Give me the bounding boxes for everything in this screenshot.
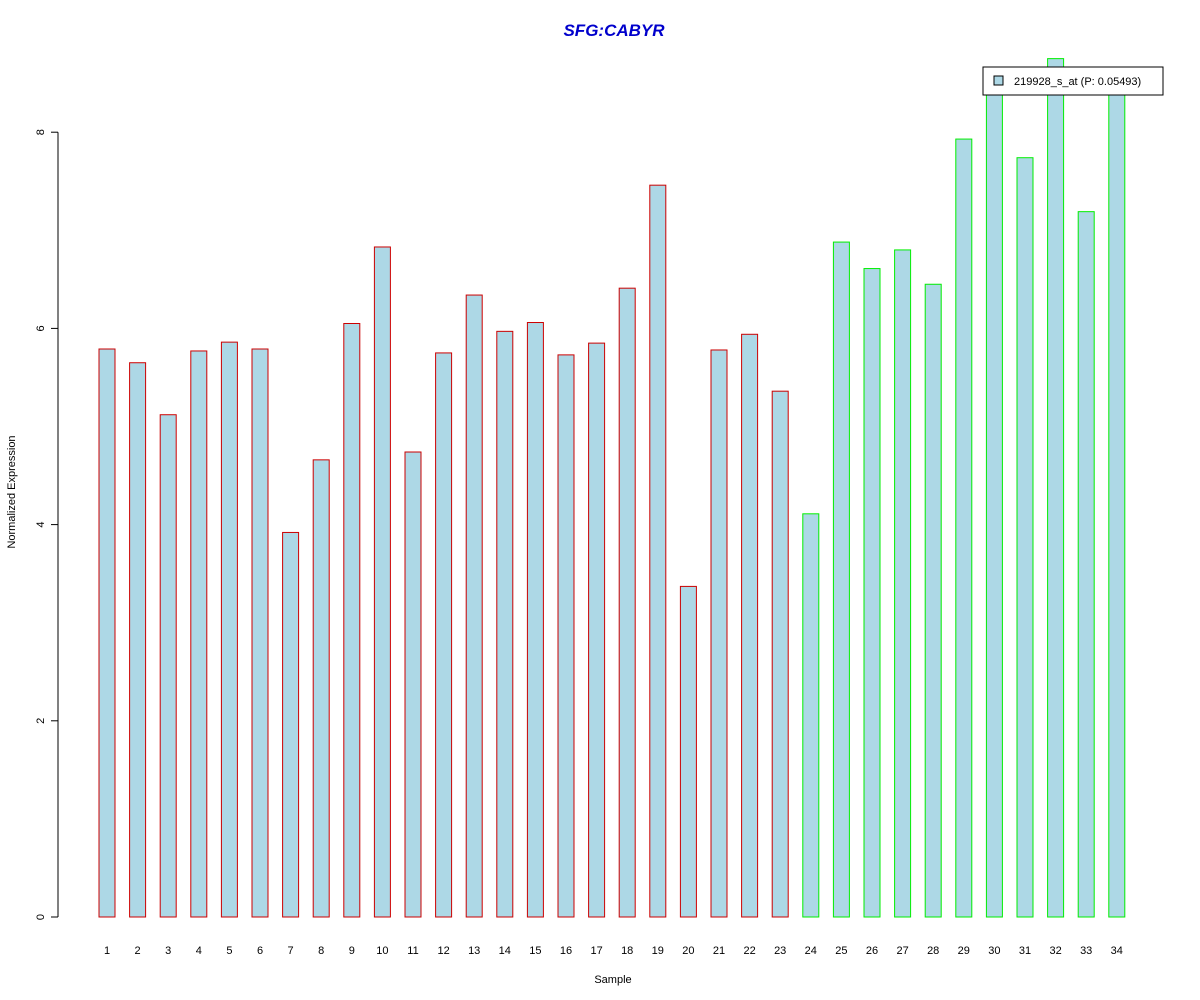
- bar: [1108, 89, 1126, 918]
- x-tick-label: 27: [896, 945, 908, 957]
- bar: [955, 138, 973, 918]
- bar: [1016, 157, 1034, 918]
- x-tick-label: 33: [1080, 945, 1092, 957]
- x-tick-label: 20: [682, 945, 694, 957]
- x-tick-label: 18: [621, 945, 633, 957]
- x-tick-labels: 1 2 3 4 5 6 7 8 9 10 11 12 13 14 15 16 17 18 19 20 21 22 23 24 2…: [104, 945, 1123, 957]
- y-tick-label: 2: [35, 718, 47, 724]
- bar: [465, 294, 483, 918]
- y-axis: 0 2 4 6 8: [35, 129, 59, 920]
- bar: [1077, 211, 1095, 918]
- x-tick-label: 23: [774, 945, 786, 957]
- y-tick-label: 8: [35, 129, 47, 135]
- x-tick-label: 3: [165, 945, 171, 957]
- bar: [557, 354, 575, 918]
- legend: 219928_s_at (P: 0.05493): [982, 66, 1164, 96]
- bar: [894, 249, 912, 918]
- x-tick-label: 30: [988, 945, 1000, 957]
- x-tick-label: 24: [805, 945, 817, 957]
- x-tick-label: 12: [437, 945, 449, 957]
- x-tick-label: 4: [196, 945, 202, 957]
- bar: [526, 322, 544, 918]
- y-tick-label: 4: [35, 522, 47, 528]
- x-tick-label: 15: [529, 945, 541, 957]
- x-tick-label: 7: [288, 945, 294, 957]
- x-tick-label: 2: [135, 945, 141, 957]
- bar: [1047, 58, 1065, 918]
- x-axis-label: Sample: [594, 974, 631, 986]
- x-tick-label: 17: [590, 945, 602, 957]
- bar: [863, 268, 881, 918]
- x-tick-label: 16: [560, 945, 572, 957]
- bar: [649, 184, 667, 918]
- chart-title: SFG:CABYR: [563, 21, 665, 40]
- x-tick-label: 1: [104, 945, 110, 957]
- bar: [129, 362, 147, 918]
- x-tick-label: 34: [1111, 945, 1123, 957]
- legend-box: [982, 66, 1164, 96]
- bar: [98, 348, 116, 918]
- x-tick-label: 26: [866, 945, 878, 957]
- bar: [220, 341, 238, 918]
- bar: [710, 349, 728, 918]
- bar: [618, 287, 636, 918]
- x-tick-label: 29: [958, 945, 970, 957]
- bar: [343, 322, 361, 918]
- bar: [924, 283, 942, 918]
- x-tick-label: 9: [349, 945, 355, 957]
- bar: [312, 459, 330, 918]
- x-tick-label: 31: [1019, 945, 1031, 957]
- bar: [496, 330, 514, 918]
- bar: [435, 352, 453, 918]
- bar: [832, 241, 850, 918]
- bar: [190, 350, 208, 918]
- x-tick-label: 13: [468, 945, 480, 957]
- bar: [159, 414, 177, 918]
- x-tick-label: 32: [1049, 945, 1061, 957]
- x-tick-label: 22: [743, 945, 755, 957]
- legend-label: 219928_s_at (P: 0.05493): [1014, 76, 1141, 88]
- x-tick-label: 10: [376, 945, 388, 957]
- x-tick-label: 8: [318, 945, 324, 957]
- bar: [802, 513, 820, 918]
- x-tick-label: 19: [652, 945, 664, 957]
- x-tick-label: 5: [226, 945, 232, 957]
- bar: [373, 246, 391, 918]
- bar: [404, 451, 422, 918]
- bars-group: [98, 58, 1126, 918]
- y-axis-label: Normalized Expression: [6, 435, 18, 548]
- bar: [679, 585, 697, 918]
- bar: [741, 333, 759, 918]
- x-tick-label: 14: [499, 945, 511, 957]
- x-tick-label: 21: [713, 945, 725, 957]
- y-tick-label: 6: [35, 325, 47, 331]
- x-tick-label: 28: [927, 945, 939, 957]
- x-tick-label: 25: [835, 945, 847, 957]
- x-tick-label: 11: [407, 945, 418, 957]
- bar: [251, 348, 269, 918]
- y-tick-label: 0: [35, 914, 47, 920]
- bar: [282, 531, 300, 918]
- legend-swatch: [993, 75, 1004, 86]
- bar: [985, 89, 1003, 918]
- bar: [771, 390, 789, 918]
- bar: [588, 342, 606, 918]
- x-tick-label: 6: [257, 945, 263, 957]
